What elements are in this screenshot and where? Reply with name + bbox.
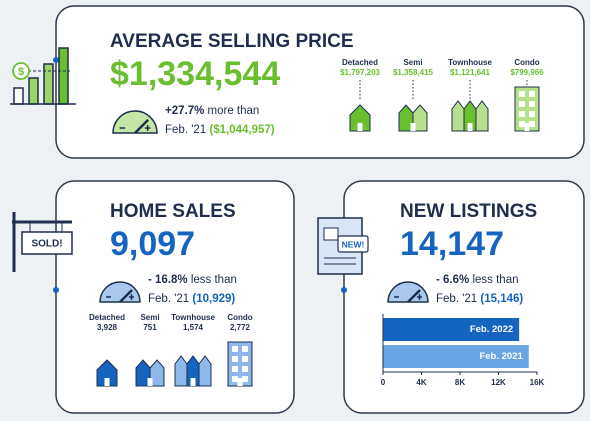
door	[147, 378, 153, 386]
previous-value: (15,146)	[480, 293, 523, 305]
window	[242, 356, 248, 362]
type-name: Condo	[514, 58, 539, 67]
x-tick-label: 12K	[491, 378, 506, 387]
house-icon	[451, 100, 465, 132]
section-title: HOME SALES	[110, 201, 236, 222]
window	[519, 91, 525, 97]
dot	[53, 57, 59, 63]
type-name: Semi	[140, 313, 159, 322]
change-text: less than	[191, 274, 237, 286]
previous-value: ($1,044,957)	[209, 124, 274, 136]
type-value: $1,797,203	[340, 68, 381, 77]
previous-line: Feb. '21 (10,929)	[148, 293, 235, 305]
bar	[383, 345, 529, 368]
change-line: - 16.8% less than	[148, 274, 237, 286]
section-title: NEW LISTINGS	[400, 201, 537, 222]
window	[232, 366, 238, 372]
door	[237, 378, 243, 386]
window	[242, 346, 248, 352]
window	[529, 91, 535, 97]
house-icon	[412, 104, 428, 132]
previous-label: Feb. '21	[165, 124, 206, 136]
house-icon	[198, 355, 212, 387]
price-icon: $	[10, 47, 76, 105]
window	[232, 356, 238, 362]
window	[529, 111, 535, 117]
section-title: AVERAGE SELLING PRICE	[110, 31, 354, 52]
house-icon	[174, 355, 188, 387]
type-value: $1,358,415	[393, 68, 434, 77]
bar-label: Feb. 2021	[479, 351, 523, 362]
change-value: +27.7%	[165, 105, 204, 117]
new-icon: NEW!	[317, 217, 369, 275]
previous-label: Feb. '21	[148, 293, 189, 305]
gauge-needle	[134, 118, 150, 134]
change-line: +27.7% more than	[165, 105, 259, 117]
headline-value: $1,334,544	[110, 55, 280, 93]
change-text: more than	[208, 105, 260, 117]
gauge-needle	[119, 289, 133, 303]
house-icon	[475, 100, 489, 132]
type-name: Detached	[342, 58, 378, 67]
previous-label: Feb. '21	[436, 293, 477, 305]
x-tick-label: 16K	[530, 378, 545, 387]
type-name: Condo	[227, 313, 252, 322]
change-text: less than	[472, 274, 518, 286]
window	[519, 121, 525, 127]
bar-label: Feb. 2022	[470, 324, 513, 335]
previous-line: Feb. '21 (15,146)	[436, 293, 523, 305]
change-line: - 6.6% less than	[436, 274, 518, 286]
type-value: $1,121,641	[450, 68, 491, 77]
type-name: Townhouse	[171, 313, 215, 322]
window	[242, 366, 248, 372]
type-value: $799,966	[510, 68, 544, 77]
house-icon	[96, 359, 118, 387]
type-name: Townhouse	[448, 58, 492, 67]
headline-value: 14,147	[400, 225, 504, 263]
bar	[383, 318, 520, 341]
type-name: Detached	[89, 313, 125, 322]
x-tick-label: 8K	[455, 378, 465, 387]
window	[519, 101, 525, 107]
door	[190, 378, 196, 386]
sign-text: SOLD!	[31, 239, 62, 250]
type-value: 751	[143, 323, 157, 332]
door	[357, 123, 363, 131]
sold-icon: SOLD!	[12, 212, 73, 272]
window	[232, 346, 238, 352]
house-icon	[349, 104, 371, 132]
previous-value: (10,929)	[192, 293, 235, 305]
window	[529, 101, 535, 107]
dot	[53, 287, 59, 293]
door	[524, 123, 530, 131]
headline-value: 9,097	[110, 225, 195, 263]
change-value: - 6.6%	[436, 274, 469, 286]
icon-symbol: $	[18, 66, 24, 78]
house-icon	[186, 355, 200, 387]
door	[104, 378, 110, 386]
window	[519, 111, 525, 117]
previous-line: Feb. '21 ($1,044,957)	[165, 124, 275, 136]
x-tick-label: 4K	[416, 378, 426, 387]
type-value: 2,772	[230, 323, 251, 332]
badge-text: NEW!	[342, 239, 365, 249]
door	[467, 123, 473, 131]
house-icon	[463, 100, 477, 132]
door	[410, 123, 416, 131]
x-tick-label: 0	[381, 378, 386, 387]
type-name: Semi	[403, 58, 422, 67]
dot	[341, 287, 347, 293]
gauge-needle	[407, 289, 421, 303]
window	[232, 376, 238, 382]
type-value: 3,928	[97, 323, 118, 332]
window	[242, 376, 248, 382]
window	[529, 121, 535, 127]
house-icon	[149, 359, 165, 387]
type-value: 1,574	[183, 323, 204, 332]
change-value: - 16.8%	[148, 274, 188, 286]
